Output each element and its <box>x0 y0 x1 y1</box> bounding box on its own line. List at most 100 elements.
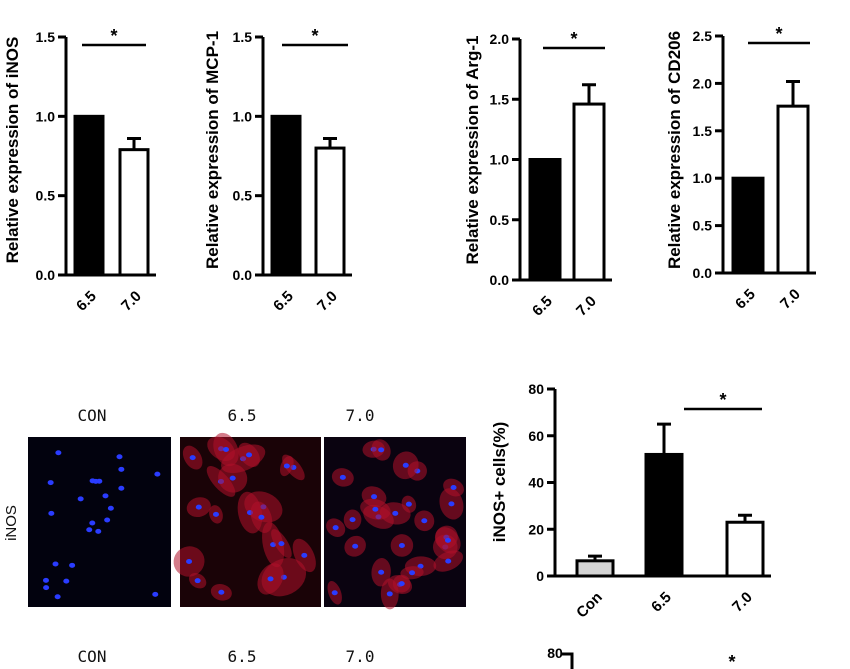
cell-nucleus <box>77 496 84 502</box>
significance-star: * <box>775 24 782 44</box>
cell-nucleus <box>246 452 253 458</box>
cell-nucleus <box>445 558 452 564</box>
category-label: Con <box>573 589 606 622</box>
micrograph-con <box>28 437 171 607</box>
category-label: 7.0 <box>314 288 341 315</box>
chart-3: 0.0 0.5 1.0 1.5 2.0 2.5 6.5 7.0 Relative express… <box>665 24 816 313</box>
bottom-significance-star: * <box>728 652 735 669</box>
y-axis-label: Relative expression of MCP-1 <box>203 31 222 269</box>
y-tick-label: 2.0 <box>490 31 510 47</box>
cell-nucleus <box>212 511 219 517</box>
cell-nucleus <box>154 471 161 477</box>
category-label: 6.5 <box>529 293 556 320</box>
y-tick-label: 1.0 <box>693 170 713 186</box>
significance-star: * <box>719 390 726 410</box>
column-label-7-0: 7.0 <box>346 406 375 425</box>
chart-0: 0.0 0.5 1.0 1.5 6.5 7.0 Relative expression of… <box>3 26 156 315</box>
cell-nucleus <box>104 517 111 523</box>
category-label: 7.0 <box>118 288 145 315</box>
cell-nucleus <box>352 543 359 549</box>
cell-nucleus <box>118 485 125 491</box>
y-tick-label: 0.0 <box>693 265 713 281</box>
error-bar <box>582 83 596 105</box>
cell-nucleus <box>301 552 308 558</box>
y-tick-label: 0.5 <box>490 212 510 228</box>
bottom-column-con: CON <box>78 647 107 666</box>
y-tick-label: 0.5 <box>233 188 253 204</box>
y-tick-label: 1.5 <box>36 29 56 45</box>
cell-nucleus <box>186 558 193 564</box>
cell-nucleus <box>349 517 356 523</box>
cell-nucleus <box>47 480 54 486</box>
error-bar <box>127 137 141 150</box>
bottom-strip: CON 6.5 7.0 80 * <box>78 645 736 669</box>
error-bar <box>657 422 671 455</box>
cell-nucleus <box>69 562 76 568</box>
cell-nucleus <box>450 485 457 491</box>
cell-nucleus <box>229 475 236 481</box>
micrograph-svg: CON 6.5 7.0 iNOS <box>3 406 466 610</box>
cell-nucleus <box>195 504 202 510</box>
y-tick-label: 0.5 <box>36 188 56 204</box>
cell-nucleus <box>116 454 123 460</box>
bar-6.5 <box>73 114 105 277</box>
significance-star: * <box>311 26 318 46</box>
bottom-column-6-5: 6.5 <box>228 647 257 666</box>
cell-nucleus <box>448 501 455 507</box>
category-label: 6.5 <box>732 286 759 313</box>
cell-nucleus <box>218 589 225 595</box>
y-tick-label: 60 <box>528 428 544 444</box>
y-tick-label: 1.0 <box>490 152 510 168</box>
cell-nucleus <box>444 537 451 543</box>
y-tick-label: 20 <box>528 521 544 537</box>
y-tick-label: 1.5 <box>233 29 253 45</box>
cell-nucleus <box>398 581 405 587</box>
cell-nucleus <box>339 474 346 480</box>
cell-nucleus <box>409 570 416 576</box>
y-axis-label: Relative expression of iNOS <box>3 37 22 264</box>
cell-nucleus <box>43 585 50 591</box>
y-tick-label: 1.5 <box>693 123 713 139</box>
bar-6.5 <box>528 158 562 282</box>
cell-nucleus <box>63 578 70 584</box>
bar-7.0 <box>572 102 606 282</box>
chart-1: 0.0 0.5 1.0 1.5 6.5 7.0 Relative expression of… <box>203 26 352 315</box>
column-label-6-5: 6.5 <box>228 406 257 425</box>
category-label: 6.5 <box>648 589 675 616</box>
y-tick-label: 1.0 <box>36 108 56 124</box>
category-label: 6.5 <box>270 288 297 315</box>
bar-7.0 <box>118 148 150 277</box>
y-tick-label: 2.5 <box>693 28 713 44</box>
y-tick-label: 40 <box>528 475 544 491</box>
cell-nucleus <box>89 520 96 526</box>
cell-nucleus <box>55 450 62 456</box>
cell-nucleus <box>223 447 230 453</box>
column-label-con: CON <box>78 406 107 425</box>
error-bar <box>786 80 800 107</box>
cell-nucleus <box>283 463 290 469</box>
y-tick-label: 0.5 <box>693 218 713 234</box>
cell-nucleus <box>118 466 125 472</box>
y-tick-label: 0.0 <box>490 272 510 288</box>
y-tick-label: 2.0 <box>693 75 713 91</box>
bottom-ytick-80: 80 <box>547 645 563 661</box>
y-axis-label: Relative expression of CD206 <box>665 31 684 269</box>
category-label: 7.0 <box>729 589 756 616</box>
y-tick-label: 80 <box>528 381 544 397</box>
bar-7.0 <box>776 104 810 275</box>
cell-nucleus <box>402 462 409 468</box>
chart-inos: 0.0 0.5 1.0 1.5 6.5 7.0 Relative expression of… <box>3 24 816 621</box>
y-tick-label: 1.5 <box>490 91 510 107</box>
error-bar <box>323 137 337 149</box>
cell-nucleus <box>421 518 428 524</box>
category-label: 7.0 <box>573 293 600 320</box>
cell-nucleus <box>152 591 159 597</box>
chart-4: 0 20 40 60 80 Con 6.5 7.0 iNOS+ cells(%) * <box>490 381 771 621</box>
error-bar <box>588 554 602 561</box>
cell-nucleus <box>48 510 55 516</box>
bottom-axis <box>562 652 574 669</box>
cell-nucleus <box>372 506 379 512</box>
y-tick-label: 0 <box>536 568 544 584</box>
cell-nucleus <box>386 591 393 597</box>
cell-nucleus <box>267 576 274 582</box>
